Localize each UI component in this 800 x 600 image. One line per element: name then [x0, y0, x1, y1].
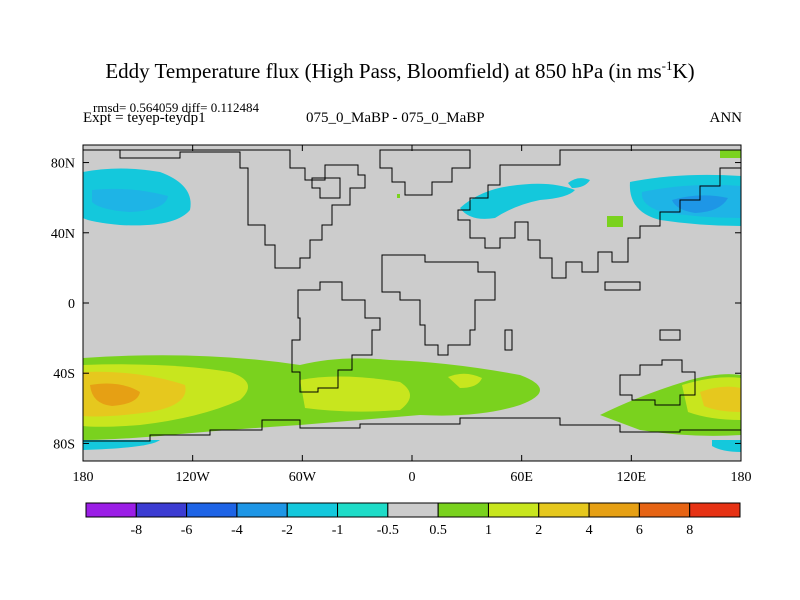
contour-nh-pacific-west-inner [92, 188, 168, 212]
coastline-south-america [291, 281, 381, 393]
coastline-madagascar [504, 329, 513, 351]
contour-nh-green-east [607, 216, 623, 227]
colorbar-swatch [286, 502, 339, 518]
coastline-greenland [379, 149, 471, 196]
contour-nh-green-small [397, 194, 400, 198]
colorbar-swatch [538, 502, 590, 518]
colorbar-swatch [186, 502, 238, 518]
y-tick-label: 80S [53, 437, 75, 452]
colorbar-swatch [638, 502, 691, 518]
colorbar-level-label: -2 [281, 523, 293, 538]
colorbar-swatch [437, 502, 489, 518]
colorbar-swatch [236, 502, 288, 518]
experiment-label: Expt = teyep-teydp1 [83, 110, 206, 126]
contour-sh-west-core [90, 383, 140, 406]
x-tick-label: 180 [73, 470, 94, 485]
y-axis-ticks: 80N 40N 0 40S 80S [51, 157, 741, 452]
x-tick-label: 60E [510, 470, 533, 485]
stats-label: rmsd= 0.564059 diff= 0.112484 [93, 100, 259, 115]
x-tick-label: 120W [176, 470, 211, 485]
colorbar-level-label: -8 [130, 523, 142, 538]
colorbar-level-label: 2 [535, 523, 542, 538]
x-tick-label: 120E [617, 470, 647, 485]
colorbar-level-label: 1 [485, 523, 492, 538]
colorbar-swatch [387, 502, 439, 518]
coastline-north-america [83, 149, 366, 269]
colorbar-level-label: -4 [231, 523, 243, 538]
colorbar-swatch [487, 502, 540, 518]
colorbar-level-label: 6 [636, 523, 643, 538]
colorbar-level-label: -0.5 [377, 523, 399, 538]
x-axis-ticks: 180 120W 60W 0 60E 120E 180 [73, 145, 752, 485]
contour-nh-green-arctic [720, 150, 741, 158]
contour-antarctic-negative-east [712, 440, 741, 452]
colorbar-level-label: 8 [686, 523, 693, 538]
y-tick-label: 80N [51, 157, 75, 172]
comparison-label: 075_0_MaBP - 075_0_MaBP [306, 110, 485, 126]
y-tick-label: 40N [51, 227, 75, 242]
contour-sh-yellow-small [448, 373, 482, 388]
coastline-maritime-islands [604, 281, 681, 341]
chart-title: Eddy Temperature flux (High Pass, Bloomf… [105, 58, 695, 83]
season-label: ANN [709, 110, 743, 126]
contour-antarctic-negative-west [83, 440, 160, 450]
x-tick-label: 180 [731, 470, 752, 485]
contour-fill-layer [83, 150, 741, 452]
x-tick-label: 0 [409, 470, 416, 485]
colorbar-swatch [689, 502, 741, 518]
colorbar-level-label: 4 [586, 523, 593, 538]
y-tick-label: 0 [68, 297, 75, 312]
contour-sh-band-yellow-2 [300, 376, 410, 412]
contour-nh-atlantic [460, 183, 575, 219]
colorbar: -8 -6 -4 -2 -1 -0.5 0.5 1 2 4 6 8 [85, 502, 741, 538]
coastline-australia [619, 359, 696, 406]
colorbar-swatch [135, 502, 188, 518]
colorbar-swatch [588, 502, 640, 518]
contour-nh-atlantic-blob [568, 178, 590, 188]
coastline-antarctica [83, 417, 741, 442]
contour-sh-east-orange [700, 386, 741, 412]
coastline-layer [83, 149, 741, 442]
colorbar-level-label: 0.5 [429, 523, 447, 538]
colorbar-swatch [337, 502, 389, 518]
coastline-hudson-bay [311, 177, 341, 199]
colorbar-swatch [85, 502, 137, 518]
coastline-africa [381, 254, 496, 356]
x-tick-label: 60W [289, 470, 317, 485]
colorbar-level-label: -6 [181, 523, 193, 538]
colorbar-level-label: -1 [332, 523, 344, 538]
coastline-eurasia [457, 149, 741, 279]
y-tick-label: 40S [53, 367, 75, 382]
